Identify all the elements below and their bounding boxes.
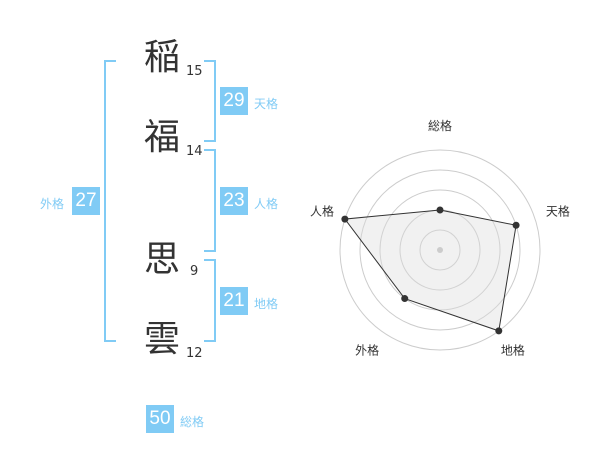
- radar-center: [437, 247, 443, 253]
- tenkaku-label: 天格: [254, 97, 279, 111]
- radar-point: [401, 295, 409, 303]
- radar-ring: [379, 189, 501, 311]
- radar-axis-label: 総格: [428, 118, 452, 133]
- tenkaku-bracket: [204, 60, 216, 142]
- radar-point: [436, 206, 444, 214]
- radar-point: [512, 221, 520, 229]
- gaikaku-bracket: [104, 60, 116, 342]
- chikaku-value: 21: [220, 287, 248, 315]
- stroke-count-4: 12: [186, 346, 203, 361]
- soukaku-value: 50: [146, 405, 174, 433]
- jinkaku-value: 23: [220, 187, 248, 215]
- jinkaku-label: 人格: [254, 197, 279, 211]
- name-char-2: 福: [143, 117, 180, 158]
- chikaku-label: 地格: [254, 297, 279, 311]
- stroke-count-2: 14: [186, 144, 203, 159]
- radar-point: [495, 327, 503, 335]
- stroke-count-1: 15: [186, 64, 203, 79]
- gaikaku-value: 27: [72, 187, 100, 215]
- radar-ring: [339, 149, 541, 351]
- radar-ring: [359, 169, 521, 331]
- radar-area: [343, 209, 517, 332]
- radar-axis-label: 天格: [546, 204, 570, 219]
- name-char-1: 稲: [143, 37, 180, 78]
- radar-point: [341, 215, 349, 223]
- radar-axis-label: 人格: [310, 204, 334, 219]
- gaikaku-label: 外格: [40, 197, 65, 211]
- soukaku-label: 総格: [180, 415, 205, 429]
- radar-ring: [419, 229, 461, 271]
- chikaku-bracket: [204, 259, 216, 342]
- jinkaku-bracket: [204, 149, 216, 252]
- radar-axis-label: 外格: [355, 342, 379, 357]
- name-char-3: 思: [143, 239, 180, 280]
- radar-axis-label: 地格: [501, 342, 525, 357]
- name-char-4: 雲: [143, 319, 180, 360]
- tenkaku-value: 29: [220, 87, 248, 115]
- stroke-count-3: 9: [190, 264, 199, 279]
